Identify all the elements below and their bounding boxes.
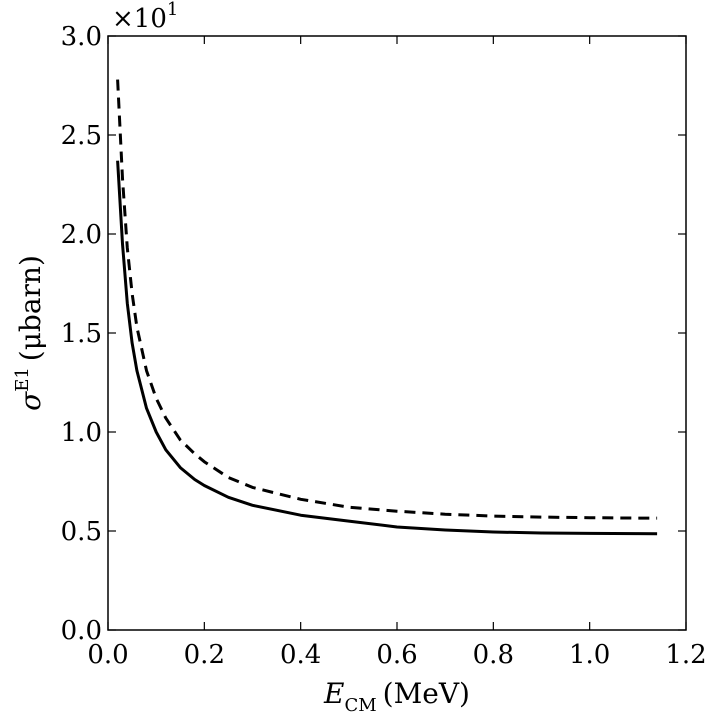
x-tick-label: 0.8 xyxy=(473,640,514,670)
series-line-solid xyxy=(116,160,658,536)
x-axis-label: ECM (MeV) xyxy=(323,677,470,714)
x-tick-label: 0.4 xyxy=(280,640,321,670)
series-line-dashed xyxy=(116,79,658,520)
y-tick-label: 0.0 xyxy=(61,616,102,646)
x-tick-label: 0.2 xyxy=(184,640,225,670)
series-layer xyxy=(116,79,658,536)
x-axis-label-main: E xyxy=(323,677,344,710)
ticks-layer: 0.0 0.2 0.4 0.6 0.8 1.0 1.2 0.0 0.5 1.0 1.5 2.0 2.5 3… xyxy=(61,22,707,670)
plot-frame xyxy=(107,35,687,631)
y-tick-label: 1.0 xyxy=(61,418,102,448)
y-multiplier-base: ×10 xyxy=(112,4,167,34)
x-tick-label: 1.2 xyxy=(665,640,706,670)
x-tick-label: 1.0 xyxy=(569,640,610,670)
y-tick-label: 2.0 xyxy=(61,220,102,250)
x-axis-label-unit: (MeV) xyxy=(383,677,470,710)
y-tick-label: 0.5 xyxy=(61,517,102,547)
y-axis-label-main: σ xyxy=(14,391,47,411)
x-tick-label: 0.6 xyxy=(376,640,417,670)
y-tick-label: 1.5 xyxy=(61,319,102,349)
y-tick-label: 3.0 xyxy=(61,22,102,52)
y-tick-label: 2.5 xyxy=(61,121,102,151)
y-multiplier-exponent: 1 xyxy=(167,0,178,20)
x-tick-label: 0.0 xyxy=(87,640,128,670)
y-axis-label-unit: (μbarn) xyxy=(14,255,47,361)
x-axis-label-sub: CM xyxy=(344,695,376,714)
y-axis-label: σE1 (μbarn) xyxy=(12,255,47,411)
y-axis-label-sup: E1 xyxy=(12,367,33,392)
y-multiplier: ×101 xyxy=(112,0,178,34)
